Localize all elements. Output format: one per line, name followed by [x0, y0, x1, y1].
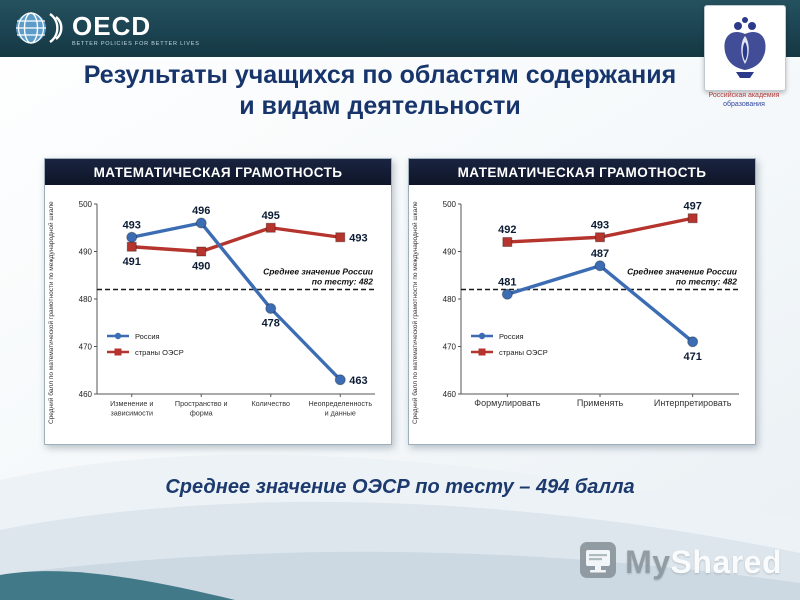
line-chart-content-areas: 460 470 480 490 500 Среднее значение Россиипо… — [79, 200, 375, 418]
chart-title: МАТЕМАТИЧЕСКАЯ ГРАМОТНОСТЬ — [45, 159, 391, 185]
page-title: Результаты учащихся по областям содержан… — [0, 60, 760, 122]
academy-caption: Российская академия образования — [694, 92, 794, 110]
academy-caption-line2: образования — [723, 100, 765, 108]
svg-text:478: 478 — [262, 318, 280, 330]
svg-text:по тесту: 482: по тесту: 482 — [312, 277, 373, 287]
svg-text:Интерпретировать: Интерпретировать — [654, 398, 732, 408]
svg-text:463: 463 — [349, 375, 367, 387]
svg-text:470: 470 — [443, 343, 457, 352]
academy-emblem-icon — [716, 12, 774, 85]
svg-text:491: 491 — [123, 256, 141, 268]
svg-text:460: 460 — [79, 390, 93, 399]
chart-panel-content-areas: МАТЕМАТИЧЕСКАЯ ГРАМОТНОСТЬ Средний балл … — [44, 158, 392, 445]
svg-text:Формулировать: Формулировать — [474, 398, 540, 408]
svg-text:497: 497 — [683, 200, 701, 212]
svg-text:487: 487 — [591, 248, 609, 260]
svg-text:460: 460 — [443, 390, 457, 399]
svg-text:форма: форма — [190, 409, 213, 418]
chart-title: МАТЕМАТИЧЕСКАЯ ГРАМОТНОСТЬ — [409, 159, 755, 185]
svg-text:490: 490 — [79, 248, 93, 257]
svg-text:471: 471 — [683, 351, 701, 363]
svg-text:Пространство и: Пространство и — [175, 399, 228, 408]
svg-text:496: 496 — [192, 205, 210, 217]
line-chart-processes: 460 470 480 490 500 Среднее значение Россиипо… — [443, 200, 739, 408]
y-axis-label: Средний балл по математической грамотнос… — [412, 201, 419, 425]
header-bar: OECD BETTER POLICIES FOR BETTER LIVES — [0, 0, 800, 57]
svg-text:480: 480 — [443, 295, 457, 304]
oecd-logo: OECD BETTER POLICIES FOR BETTER LIVES — [12, 7, 200, 54]
oecd-tagline: BETTER POLICIES FOR BETTER LIVES — [72, 41, 200, 48]
svg-text:Среднее значение России: Среднее значение России — [263, 267, 374, 277]
svg-text:по тесту: 482: по тесту: 482 — [676, 277, 737, 287]
svg-text:Неопределенность: Неопределенность — [308, 399, 372, 408]
myshared-wordmark: MyShared — [625, 544, 782, 580]
page-title-line2: и видам деятельности — [239, 92, 521, 120]
svg-text:490: 490 — [443, 248, 457, 257]
teal-accent-wave — [0, 571, 235, 600]
svg-text:Применять: Применять — [577, 398, 624, 408]
svg-text:Россия: Россия — [499, 332, 524, 341]
svg-text:490: 490 — [192, 261, 210, 273]
svg-text:Среднее значение России: Среднее значение России — [627, 267, 738, 277]
svg-text:500: 500 — [79, 200, 93, 209]
svg-text:Россия: Россия — [135, 332, 160, 341]
svg-text:500: 500 — [443, 200, 457, 209]
svg-text:страны ОЭСР: страны ОЭСР — [499, 348, 548, 357]
myshared-logo-icon — [579, 541, 617, 584]
academy-caption-line1: Российская академия — [708, 92, 780, 99]
svg-text:493: 493 — [349, 232, 367, 244]
svg-text:зависимости: зависимости — [110, 409, 153, 418]
page-title-line1: Результаты учащихся по областям содержан… — [83, 61, 677, 89]
svg-text:493: 493 — [591, 219, 609, 231]
svg-text:Изменение и: Изменение и — [110, 399, 153, 408]
svg-text:Количество: Количество — [251, 399, 290, 408]
svg-text:495: 495 — [262, 210, 280, 222]
oecd-average-note: Среднее значение ОЭСР по тесту – 494 бал… — [165, 476, 635, 498]
charts-row: МАТЕМАТИЧЕСКАЯ ГРАМОТНОСТЬ Средний балл … — [0, 158, 800, 445]
academy-emblem — [704, 5, 786, 91]
chart-panel-processes: МАТЕМАТИЧЕСКАЯ ГРАМОТНОСТЬ Средний балл … — [408, 158, 756, 445]
svg-text:492: 492 — [498, 224, 516, 236]
svg-text:страны ОЭСР: страны ОЭСР — [135, 348, 184, 357]
svg-text:493: 493 — [123, 219, 141, 231]
svg-text:470: 470 — [79, 343, 93, 352]
svg-text:и данные: и данные — [325, 409, 356, 418]
svg-text:481: 481 — [498, 276, 516, 288]
svg-text:480: 480 — [79, 295, 93, 304]
oecd-globe-icon — [12, 7, 64, 54]
y-axis-label: Средний балл по математической грамотнос… — [48, 201, 55, 425]
oecd-wordmark: OECD — [72, 11, 152, 42]
myshared-watermark: MyShared — [579, 541, 782, 584]
